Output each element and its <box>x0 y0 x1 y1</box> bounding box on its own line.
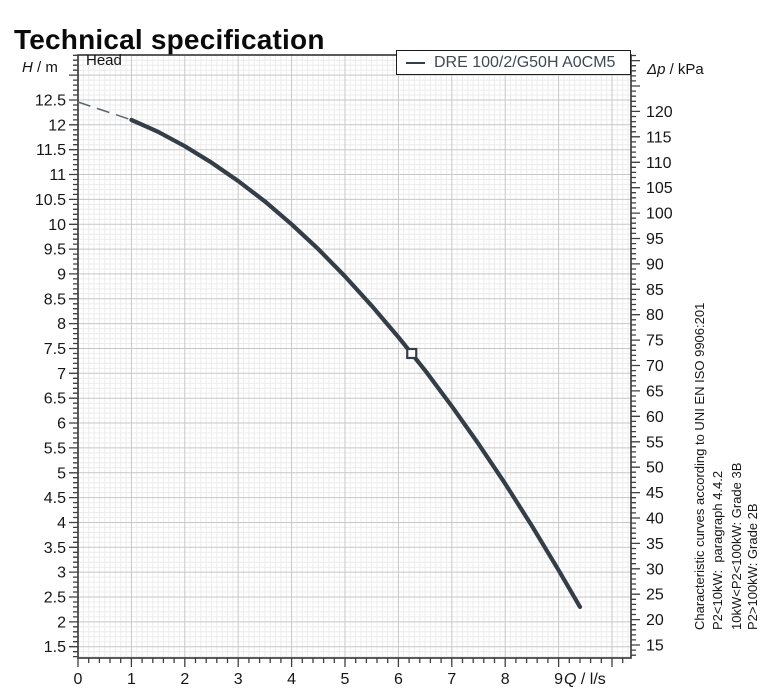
tick-label: 4 <box>57 515 66 532</box>
standards-note-p2-mid: 10kW<P2<100kW: Grade 3B <box>729 462 744 630</box>
tick-label: 2 <box>57 614 66 631</box>
tick-label: 5 <box>57 465 66 482</box>
tick-label: 50 <box>646 460 664 477</box>
tick-label: 6 <box>394 671 403 688</box>
tick-label: 90 <box>646 256 664 273</box>
grid-major <box>78 55 631 658</box>
plot-frame <box>77 54 632 659</box>
tick-label: 5.5 <box>44 440 66 457</box>
tick-label: 20 <box>646 612 664 629</box>
standards-note-iso: Characteristic curves according to UNI E… <box>692 302 707 630</box>
tick-label: 3 <box>57 565 66 582</box>
tick-label: 95 <box>646 231 664 248</box>
tick-label: 7 <box>447 671 456 688</box>
tick-label: 70 <box>646 358 664 375</box>
tick-label: 40 <box>646 510 664 527</box>
x-axis-labels: 0 1 2 3 4 5 6 7 8 9 <box>74 671 564 688</box>
standards-note-p2-large: P2>100kW: Grade 2B <box>745 503 760 630</box>
tick-label: 75 <box>646 333 664 350</box>
tick-label: 10.5 <box>35 192 66 209</box>
tick-label: 7 <box>57 366 66 383</box>
duty-point-marker <box>406 347 418 360</box>
tick-label: 11 <box>49 167 66 184</box>
tick-label: 9.5 <box>44 242 66 259</box>
legend-series-label: DRE 100/2/G50H A0CM5 <box>434 53 616 71</box>
tick-label: 2 <box>180 671 189 688</box>
tick-label: 2.5 <box>44 590 66 607</box>
tick-label: 9 <box>554 671 563 688</box>
tick-label: 3 <box>234 671 243 688</box>
y-axis-labels-right: 15 20 25 30 35 40 45 50 55 60 65 70 75 80 85 90 95 100 105… <box>646 104 673 655</box>
tick-label: 55 <box>646 434 664 451</box>
x-axis-title: Q / l/s <box>564 671 606 689</box>
pump-curve <box>129 117 583 610</box>
tick-label: 5 <box>341 671 350 688</box>
tick-label: 8 <box>57 316 66 333</box>
tick-label: 10 <box>48 217 66 234</box>
y-axis-unit-left: / m <box>32 59 58 76</box>
page-title: Technical specification <box>14 23 325 55</box>
tick-label: 12 <box>48 117 66 134</box>
tick-label: 1 <box>127 671 136 688</box>
y-axis-title-left: H / m <box>22 59 58 76</box>
tick-label: 85 <box>646 282 664 299</box>
tick-label: 4 <box>287 671 296 688</box>
tick-label: 8 <box>501 671 510 688</box>
tick-label: 65 <box>646 383 664 400</box>
y-axis-unit-right: / kPa <box>665 61 704 78</box>
y-axis-title-right: Δp / kPa <box>647 61 704 78</box>
chart-inner-label: Head <box>86 52 122 69</box>
tick-label: 45 <box>646 485 664 502</box>
tick-label: 60 <box>646 409 664 426</box>
tick-label: 1.5 <box>44 639 66 656</box>
x-axis-unit: / l/s <box>576 671 606 688</box>
tick-label: 115 <box>646 129 672 146</box>
grid-minor <box>78 54 631 658</box>
tick-label: 0 <box>74 671 83 688</box>
tick-label: 25 <box>646 587 664 604</box>
axis-ticks <box>69 54 640 667</box>
tick-label: 100 <box>646 206 673 223</box>
tick-label: 4.5 <box>44 490 66 507</box>
tick-label: 8.5 <box>44 291 66 308</box>
tick-label: 105 <box>646 180 673 197</box>
y-axis-symbol-right: Δp <box>647 61 666 78</box>
tick-label: 15 <box>646 638 664 655</box>
legend-line-icon <box>406 61 425 64</box>
y-axis-labels-left: 1.5 2 2.5 3 3.5 4 4.5 5 5.5 6 6.5 7 7.5 8 8.5 9 9.5 10 10.… <box>35 93 66 657</box>
standards-note-p2-small: P2<10kW: paragraph 4.4.2 <box>710 470 725 630</box>
y-axis-symbol-left: H <box>22 59 33 76</box>
tick-label: 30 <box>646 561 664 578</box>
legend: DRE 100/2/G50H A0CM5 <box>396 50 631 75</box>
curve-lead-in <box>77 101 132 121</box>
tick-label: 6.5 <box>44 391 66 408</box>
tick-label: 6 <box>57 416 66 433</box>
tick-label: 80 <box>646 307 664 324</box>
tick-label: 9 <box>57 266 66 283</box>
x-axis-symbol: Q <box>564 671 577 688</box>
tick-label: 12.5 <box>35 93 66 110</box>
tick-label: 120 <box>646 104 673 121</box>
tick-label: 35 <box>646 536 664 553</box>
tick-label: 3.5 <box>44 540 66 557</box>
tick-label: 110 <box>646 155 672 172</box>
tick-label: 7.5 <box>44 341 66 358</box>
tick-label: 11.5 <box>36 142 66 159</box>
